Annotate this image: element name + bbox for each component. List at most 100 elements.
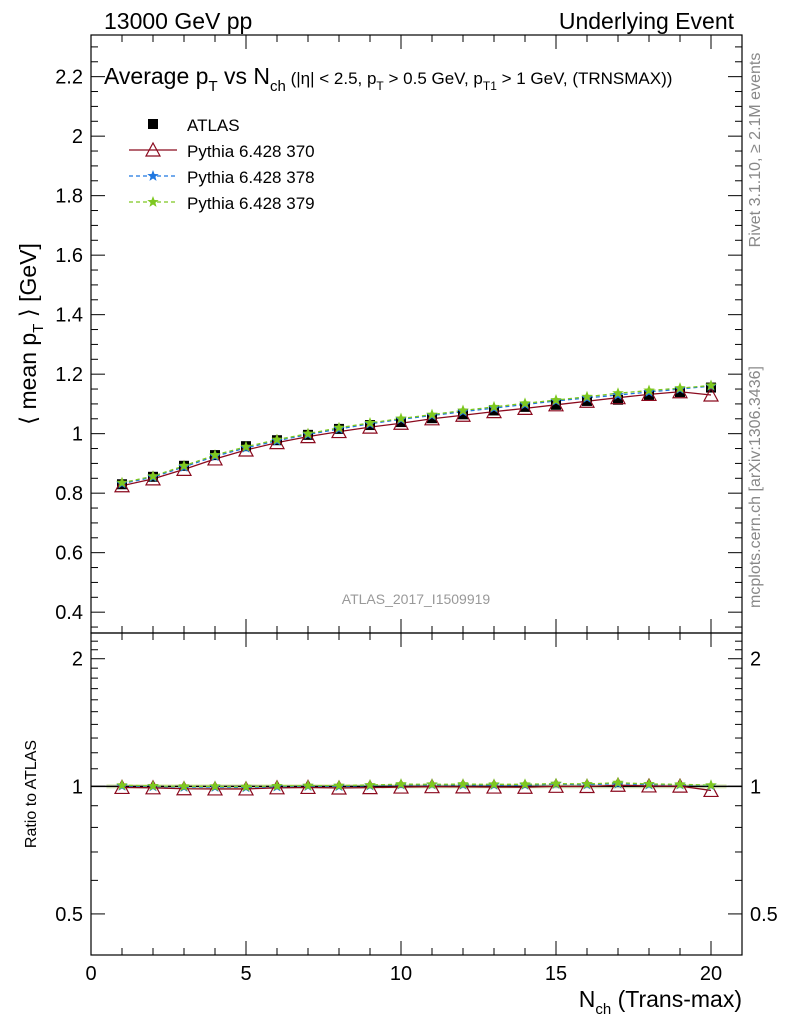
ratio-point	[237, 780, 255, 796]
main-y-axis: 0.4 0.6 0.8 1 1.2 1.4 1.6 1.8 2 2.2	[55, 46, 742, 628]
ratio-point	[178, 780, 190, 792]
ratio-point	[302, 779, 314, 791]
atlas-data-point	[458, 409, 468, 420]
atlas-data-point	[675, 387, 685, 398]
ratio-point	[175, 780, 193, 796]
side-label-mcplots: mcplots.cern.ch [arXiv:1306.3436]	[747, 366, 764, 608]
ratio-point	[426, 778, 438, 790]
y-tick-label: 0.6	[55, 543, 83, 565]
ratio-point	[206, 780, 224, 796]
ratio-point	[392, 778, 410, 794]
mc-point	[671, 383, 689, 399]
y-tick-label: 2	[72, 126, 83, 148]
mc-point	[485, 403, 503, 419]
ratio-point	[330, 779, 348, 795]
mc-point	[330, 423, 348, 439]
header-left: 13000 GeV pp	[104, 8, 252, 34]
ratio-point	[581, 777, 593, 789]
ratio-y-tick-label: 0.5	[55, 904, 83, 926]
mc-point	[426, 408, 438, 420]
x-axis-label: Nch (Trans-max)	[579, 986, 742, 1018]
side-label-rivet: Rivet 3.1.10, ≥ 2.1M events	[747, 53, 764, 248]
mc-point	[423, 410, 441, 426]
legend-marker	[144, 141, 162, 157]
ratio-point	[147, 779, 159, 791]
atlas-data-point	[551, 399, 561, 410]
legend-entry: Pythia 6.428 378	[129, 168, 315, 187]
x-tick-label: 0	[85, 963, 96, 985]
ratio-point	[640, 777, 658, 793]
legend-marker	[147, 170, 159, 181]
mc-point	[206, 450, 224, 466]
mc-point	[640, 386, 658, 401]
ratio-y-tick-label: 0.5	[750, 904, 778, 926]
ratio-point	[674, 778, 686, 790]
mc-point	[302, 427, 314, 439]
ratio-point	[113, 779, 131, 795]
legend-label: Pythia 6.428 370	[187, 142, 315, 161]
ratio-y-tick-label: 1	[72, 776, 83, 798]
y-tick-label: 1.6	[55, 245, 83, 267]
y-tick-label: 1.8	[55, 186, 83, 208]
ratio-point	[547, 778, 565, 793]
ratio-point	[612, 776, 624, 788]
mc-point	[454, 406, 472, 422]
ratio-point	[299, 779, 317, 795]
ratio-point	[116, 779, 128, 791]
mc-point	[237, 441, 255, 457]
atlas-data-point	[644, 389, 654, 400]
mc-point	[178, 459, 190, 471]
ratio-point	[705, 779, 717, 791]
ratio-point	[488, 778, 500, 790]
legend: ATLAS Pythia 6.428 370 Pythia 6.428 378 Pyt…	[129, 116, 315, 213]
y-tick-label: 1.4	[55, 305, 83, 327]
legend-label: Pythia 6.428 379	[187, 194, 315, 213]
mc-point	[175, 461, 193, 476]
mc-point	[395, 412, 407, 424]
mc-point	[609, 389, 627, 405]
atlas-data-point	[427, 413, 437, 424]
x-tick-label: 20	[700, 963, 722, 985]
mc-point	[144, 470, 162, 486]
header-right: Underlying Event	[559, 8, 735, 34]
ratio-point	[454, 778, 472, 794]
ratio-point	[144, 779, 162, 795]
ratio-point	[609, 776, 627, 792]
ratio-point	[671, 777, 689, 793]
ratio-point	[364, 779, 376, 790]
mc-point	[519, 397, 531, 409]
mc-point	[702, 386, 720, 402]
mc-point	[488, 400, 500, 412]
ratio-y-tick-label: 1	[750, 776, 761, 798]
mc-point	[550, 394, 562, 405]
y-axis-label-ratio: Ratio to ATLAS	[23, 740, 40, 848]
mc-point	[268, 434, 286, 450]
ratio-line-pythia-6.428-379	[121, 782, 712, 788]
y-tick-label: 1	[72, 424, 83, 446]
atlas-data-point	[582, 395, 592, 406]
legend-label: Pythia 6.428 378	[187, 168, 315, 187]
mc-point	[271, 433, 283, 445]
y-tick-label: 2.2	[55, 67, 83, 89]
mc-point	[643, 384, 655, 396]
ratio-point	[702, 782, 720, 798]
ratio-point	[643, 777, 655, 789]
mc-point	[674, 382, 686, 393]
mc-point	[581, 390, 593, 402]
ratio-point	[550, 777, 562, 789]
mc-point	[116, 476, 128, 488]
legend-marker	[148, 119, 158, 129]
ratio-point	[457, 778, 469, 789]
mc-point	[364, 416, 376, 428]
ratio-point	[361, 779, 379, 795]
series-line-pythia-6.428-378	[121, 385, 712, 485]
mc-point	[578, 392, 596, 408]
plot-title: Average pT vs Nch (|η| < 2.5, pT > 0.5 G…	[104, 63, 672, 95]
legend-entry: Pythia 6.428 370	[129, 141, 315, 161]
ratio-point	[268, 779, 286, 795]
ratio-point	[485, 778, 503, 794]
mc-point	[516, 400, 534, 415]
mc-point	[147, 470, 159, 482]
x-tick-label: 10	[390, 963, 412, 985]
